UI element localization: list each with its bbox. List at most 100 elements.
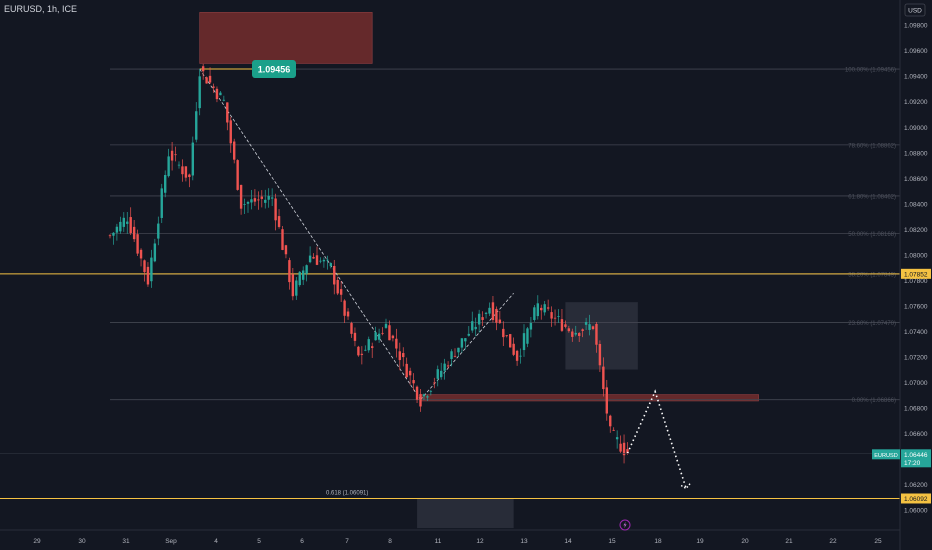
candle-body xyxy=(526,328,529,344)
time-tick-6: 6 xyxy=(300,538,304,545)
price-tick-14: 1.07000 xyxy=(904,380,928,387)
time-tick-19: 25 xyxy=(874,538,882,545)
time-tick-11: 13 xyxy=(520,538,528,545)
candle-body xyxy=(488,307,491,314)
price-tick-3: 1.09200 xyxy=(904,99,928,106)
peak-price-tag xyxy=(252,60,296,79)
time-tick-15: 19 xyxy=(696,538,704,545)
candle-body xyxy=(619,443,622,452)
fib-label-0: 100.00% (1.09456) xyxy=(845,68,896,74)
price-tick-8: 1.08200 xyxy=(904,227,928,234)
fib-extension-label: 0.618 (1.06091) xyxy=(326,490,368,496)
candle-body xyxy=(498,319,502,324)
candle-body xyxy=(564,324,567,327)
candle-body xyxy=(367,339,370,351)
candle-body xyxy=(108,235,112,237)
candle-body xyxy=(408,370,412,376)
last-symbol-label: EURUSD xyxy=(874,453,898,459)
candle-body xyxy=(612,429,615,431)
time-tick-0: 29 xyxy=(33,538,41,545)
candle-body xyxy=(598,343,602,366)
price-tick-7: 1.08400 xyxy=(904,201,928,208)
candle-body xyxy=(160,188,163,218)
price-tick-0: 1.09800 xyxy=(904,23,928,30)
fib-label-4: 38.20% (1.07849) xyxy=(848,273,896,279)
candle-body xyxy=(509,334,512,348)
candle-body xyxy=(315,255,319,265)
candle-body xyxy=(626,449,629,454)
candle-body xyxy=(277,216,281,227)
candle-body xyxy=(395,338,398,349)
candle-body xyxy=(391,335,395,339)
time-axis: 29 30 31 Sep 4 5 6 7 8 11 12 13 14 15 18 19 20 21 22 25 xyxy=(0,529,900,545)
candle-body xyxy=(529,322,533,330)
supply-zone xyxy=(199,12,373,64)
candle-body xyxy=(574,332,577,335)
candle-body xyxy=(474,326,477,330)
candle-body xyxy=(201,66,205,72)
peak-price-label: 1.09456 xyxy=(258,65,291,75)
candle-body xyxy=(377,333,381,340)
candle-body xyxy=(374,332,377,341)
candle-body xyxy=(177,164,181,166)
time-tick-18: 22 xyxy=(829,538,837,545)
time-tick-8: 8 xyxy=(388,538,392,545)
candle-body xyxy=(605,387,608,414)
price-tick-15: 1.06800 xyxy=(904,406,928,413)
candle-body xyxy=(112,232,115,236)
candle-body xyxy=(305,265,308,274)
candle-body xyxy=(222,99,226,101)
target-box xyxy=(417,498,514,529)
candle-body xyxy=(264,199,267,203)
projection-path xyxy=(626,389,687,489)
candle-body xyxy=(243,204,246,205)
candle-body xyxy=(122,217,125,227)
candle-body xyxy=(412,380,415,384)
time-tick-16: 20 xyxy=(741,538,749,545)
candle-body xyxy=(533,307,536,320)
candle-body xyxy=(205,77,208,84)
candle-body xyxy=(164,175,167,193)
candle-body xyxy=(519,355,522,357)
price-tick-11: 1.07600 xyxy=(904,303,928,310)
candle-body xyxy=(481,317,484,320)
last-price-value: 1.06446 xyxy=(904,452,928,459)
candle-body xyxy=(246,202,250,204)
candle-body xyxy=(281,229,284,250)
time-tick-9: 11 xyxy=(435,538,442,545)
candle-body xyxy=(191,142,194,176)
candle-body xyxy=(491,302,495,320)
last-price-countdown: 17:20 xyxy=(904,460,921,467)
candle-body xyxy=(170,150,174,161)
candle-body xyxy=(198,76,201,109)
trendlines-layer xyxy=(199,68,514,400)
candle-body xyxy=(115,226,119,233)
price-tick-18: 1.06200 xyxy=(904,482,928,489)
candle-body xyxy=(308,255,312,263)
candle-body xyxy=(226,102,229,123)
candle-body xyxy=(584,322,588,325)
price-tick-4: 1.09000 xyxy=(904,125,928,132)
candle-body xyxy=(219,92,222,96)
currency-box xyxy=(904,3,926,17)
candle-body xyxy=(229,120,232,144)
candle-body xyxy=(467,333,470,336)
candle-body xyxy=(208,75,212,83)
candle-body xyxy=(557,316,560,317)
fib-label-6: 0.00% (1.06866) xyxy=(852,398,896,404)
candle-body xyxy=(174,154,177,156)
candle-body xyxy=(329,263,332,267)
candle-body xyxy=(364,349,367,351)
candle-body xyxy=(298,271,301,286)
time-tick-1: 30 xyxy=(78,538,86,545)
candle-body xyxy=(505,335,508,337)
candle-body xyxy=(350,323,353,334)
candle-body xyxy=(415,386,419,400)
price-tick-6: 1.08600 xyxy=(904,176,928,183)
candle-body xyxy=(450,351,453,359)
lightning-icon xyxy=(619,519,631,531)
price-tick-10: 1.07800 xyxy=(904,278,928,285)
candle-body xyxy=(371,346,374,348)
candle-body xyxy=(419,394,422,407)
